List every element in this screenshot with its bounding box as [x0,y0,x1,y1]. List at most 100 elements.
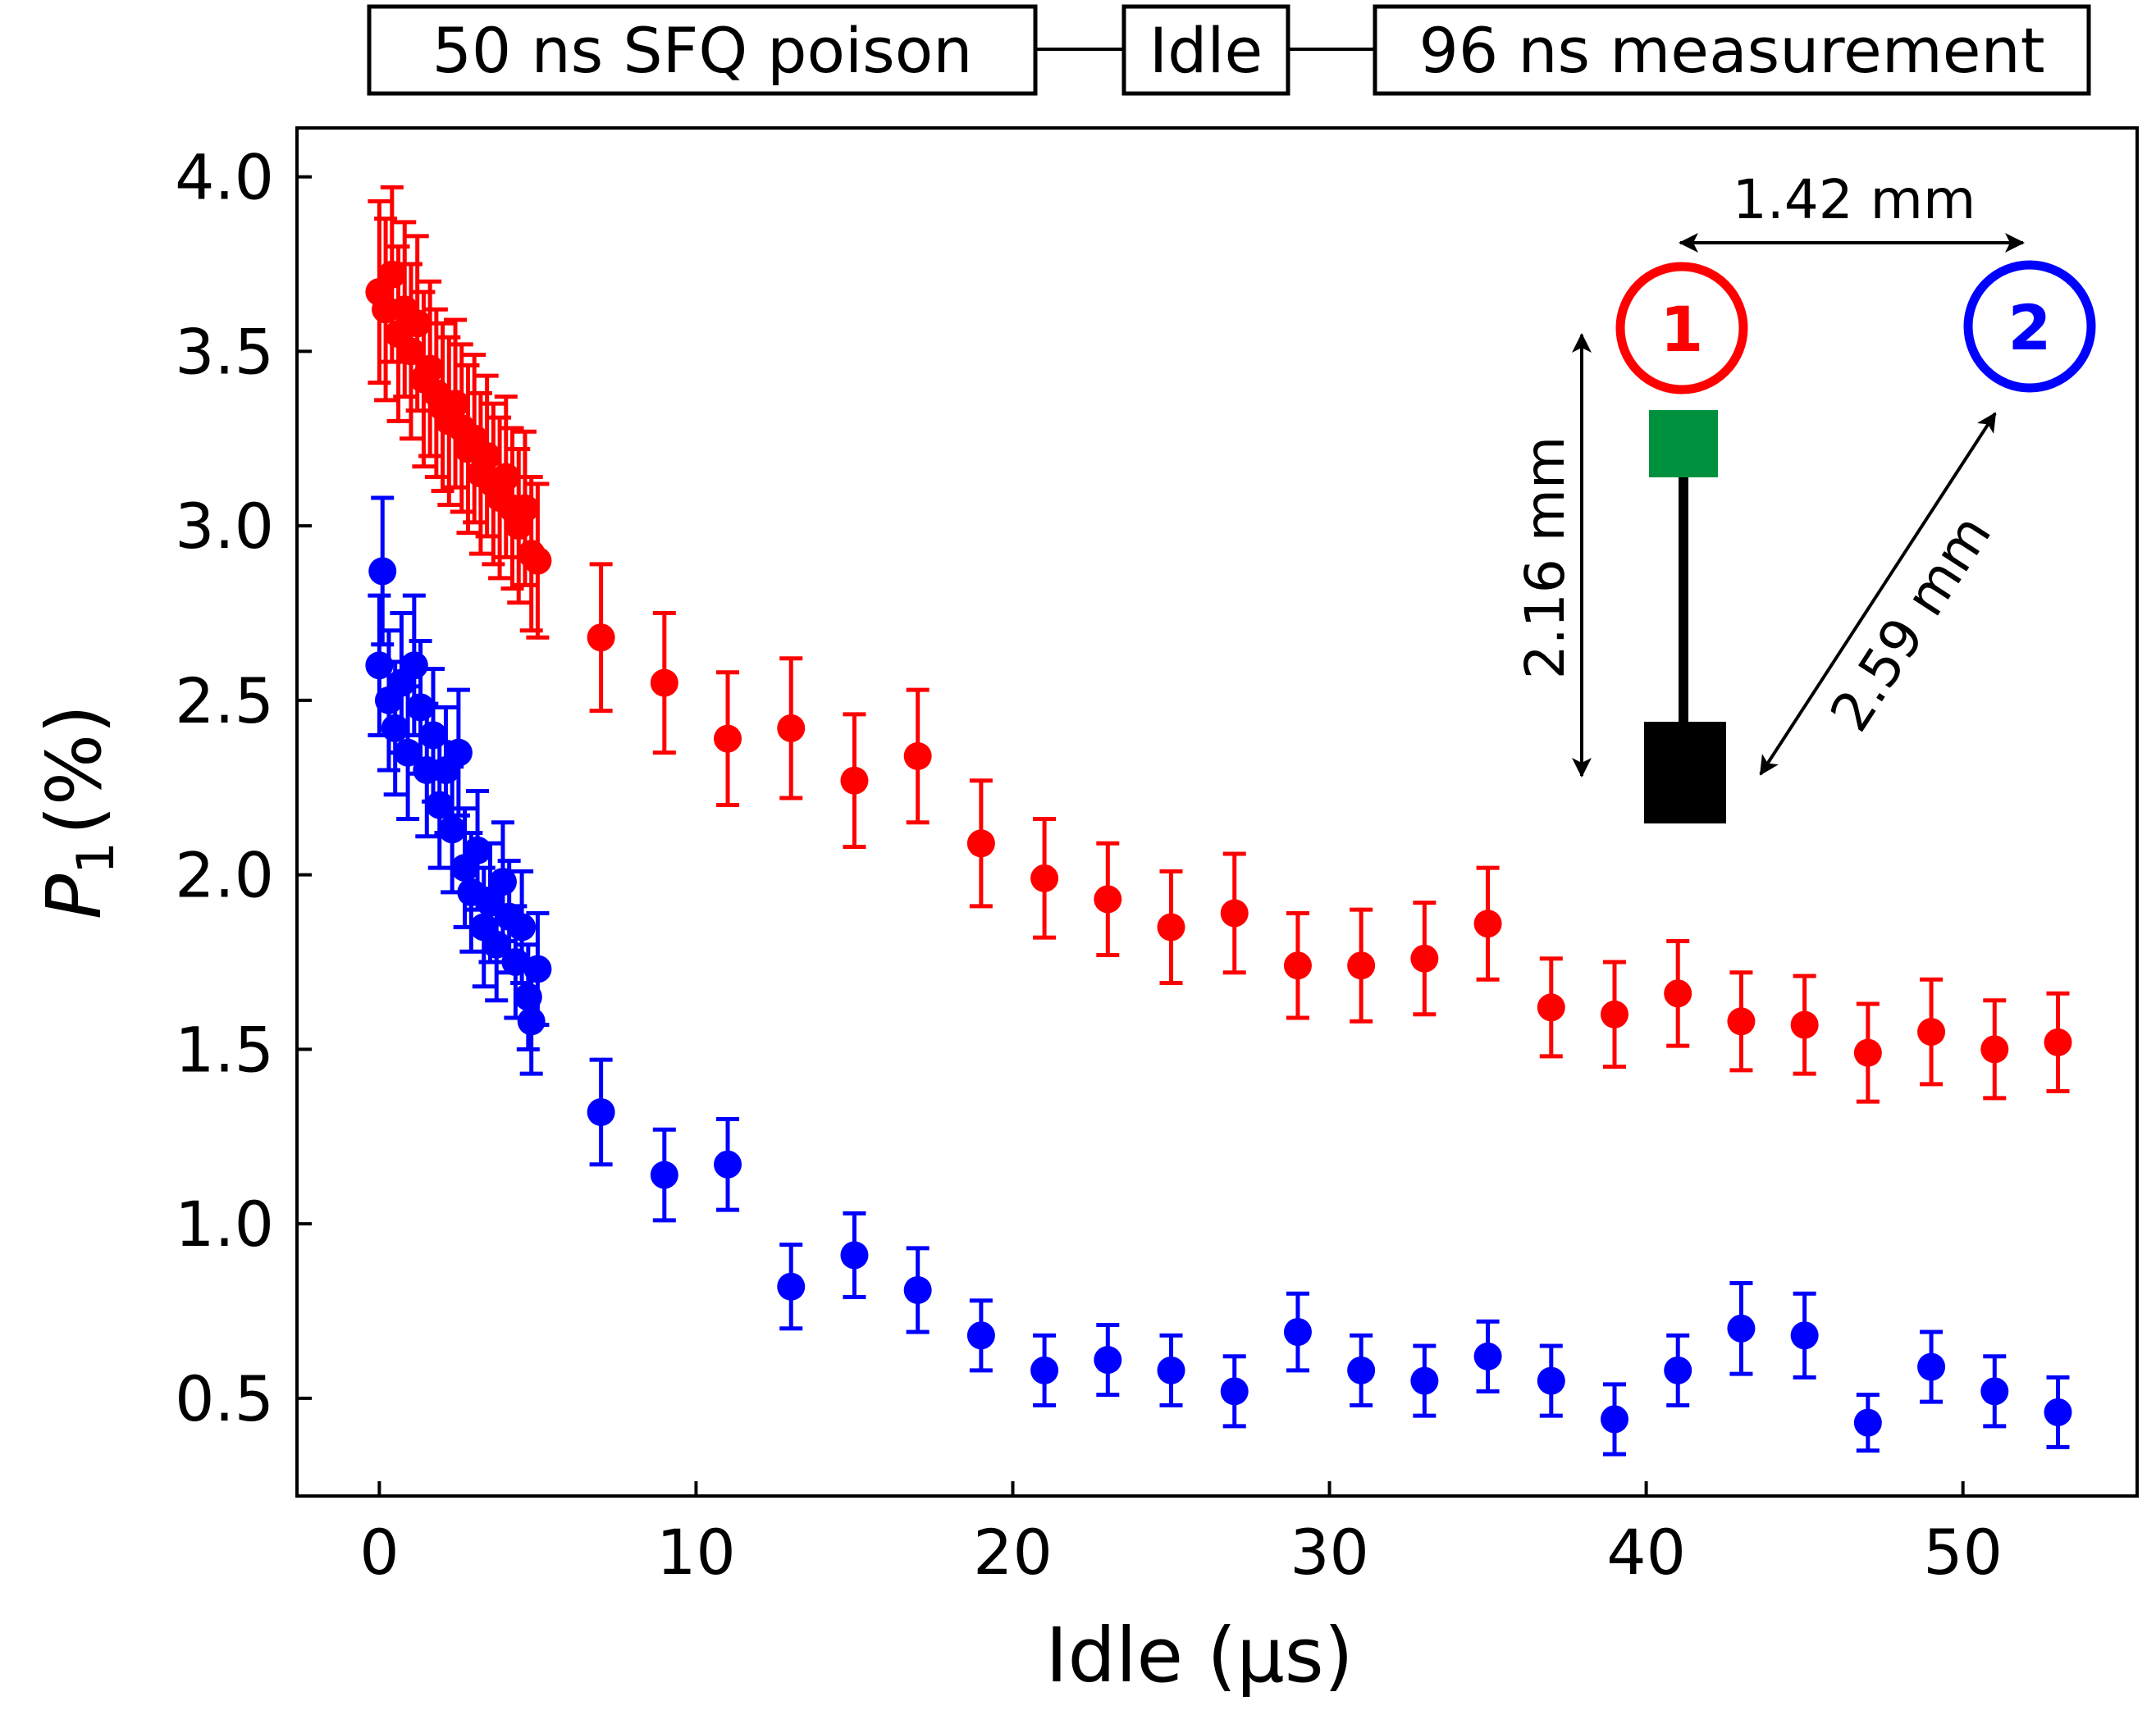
distance-vertical: 2.16 mm [1514,436,1577,680]
data-point [650,668,678,697]
poison-label: 50 ns SFQ poison [432,14,973,87]
data-point [1601,1405,1629,1434]
y-tick-label: 3.0 [175,490,274,563]
data-point [2044,1398,2072,1426]
y-axis-label: P1 (%) [30,705,126,919]
data-point [903,741,932,770]
data-point [400,651,428,680]
sfq-driver-block [1644,722,1726,823]
y-tick-label: 1.5 [175,1013,274,1086]
data-point [840,766,869,795]
idle-label: Idle [1149,14,1263,87]
y-axis-label-unit: (%) [30,705,118,835]
poison-box [367,4,1038,96]
y-axis-label-sub: 1 [66,841,126,873]
data-point [368,557,397,586]
data-point [1727,1314,1756,1343]
data-point [1601,1000,1629,1028]
data-point [1283,951,1312,980]
data-point [444,738,473,767]
qubit-1-circle [1615,262,1748,395]
y-axis-label-var: P [30,873,118,919]
data-point [1283,1318,1312,1347]
data-point [438,815,467,844]
data-point [464,836,492,864]
y-axis: 0.5 1.0 1.5 2.0 2.5 3.0 3.5 4.0 [175,141,312,1435]
data-point [903,1275,932,1304]
measurement-box [1373,4,2091,96]
data-point [473,441,501,470]
data-point [1157,1356,1185,1384]
y-tick-label: 0.5 [175,1362,274,1435]
x-tick-label: 50 [1923,1516,2003,1589]
data-point [441,390,470,418]
data-point [1410,1366,1439,1395]
data-point [714,1150,742,1179]
data-point [1790,1010,1819,1039]
data-point [1980,1035,2009,1064]
arrow-diagonal [1759,412,1997,776]
data-point [1790,1321,1819,1350]
data-point [1157,913,1185,942]
data-point [491,463,520,491]
data-point [2044,1028,2072,1056]
data-point [381,714,409,742]
y-tick-label: 3.5 [175,315,274,388]
x-axis-label: Idle (μs) [1045,1612,1353,1699]
data-point [777,714,806,742]
qubit-2-label: 2 [2008,291,2052,364]
data-point [523,546,552,575]
pulse-sequence: 50 ns SFQ poison Idle 96 ns measurement [367,4,2091,96]
data-point [416,354,445,383]
data-point [517,1007,546,1036]
data-point [1853,1408,1882,1437]
data-point [394,738,423,767]
x-axis: 0 10 20 30 40 50 [359,1481,2003,1589]
data-point [1664,1356,1692,1384]
data-point [587,623,615,652]
data-point [1220,1377,1249,1406]
y-tick-label: 2.5 [175,664,274,737]
data-point [1094,885,1122,914]
data-point [1473,910,1502,938]
data-point [587,1097,615,1126]
data-point [1347,951,1376,980]
data-series [365,185,2072,1457]
data-point [1030,864,1059,892]
data-point [1094,1346,1122,1375]
x-tick-label: 40 [1606,1516,1686,1589]
data-point [777,1272,806,1301]
y-tick-label: 1.0 [175,1188,274,1261]
distance-1-2: 1.42 mm [1733,168,1976,231]
data-point [419,721,448,750]
data-point [1917,1352,1946,1381]
qubit-2-circle [1963,260,2096,393]
series-2 [365,495,2072,1457]
data-point [1853,1038,1882,1067]
data-point [510,494,539,522]
data-point [523,955,552,983]
data-point [508,913,537,942]
data-point [1030,1356,1059,1384]
qubit-1-label: 1 [1660,293,1704,366]
data-point [966,1321,995,1350]
data-point [1664,979,1692,1008]
data-point [514,983,542,1011]
data-point [1537,1366,1565,1395]
data-point [403,309,432,338]
data-point [1980,1377,2009,1406]
x-tick-label: 10 [656,1516,736,1589]
y-tick-label: 4.0 [175,141,274,214]
data-point [1727,1007,1756,1036]
data-point [365,651,394,680]
x-tick-label: 30 [1290,1516,1369,1589]
data-point [966,829,995,858]
data-point [1473,1342,1502,1371]
data-point [406,693,435,722]
data-point [840,1241,869,1270]
data-point [1537,993,1565,1022]
idle-box [1121,4,1290,96]
data-point [1347,1356,1376,1384]
data-point [1917,1018,1946,1047]
